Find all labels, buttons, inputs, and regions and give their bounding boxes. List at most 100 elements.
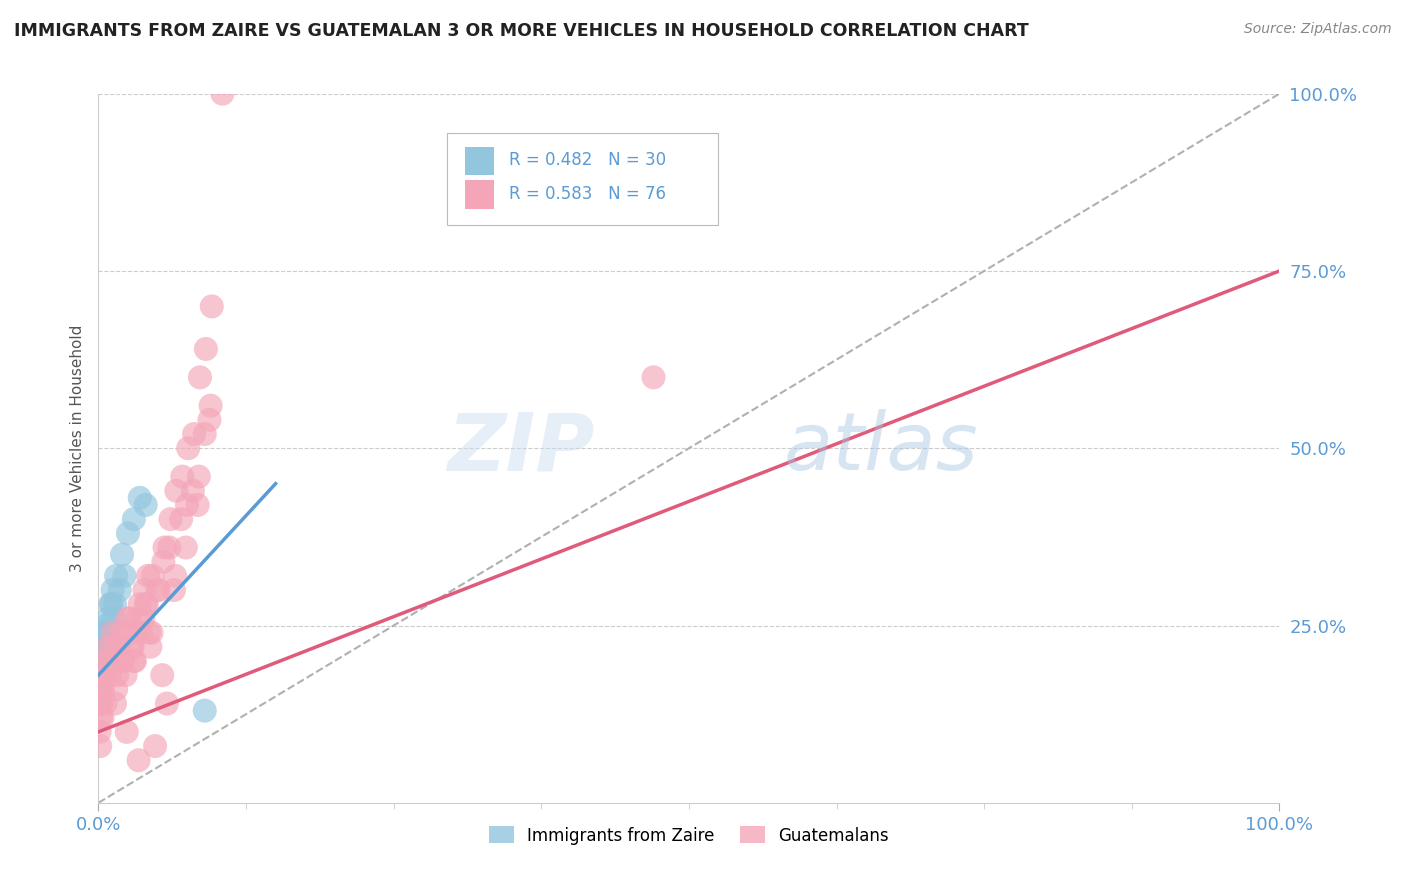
Text: Source: ZipAtlas.com: Source: ZipAtlas.com <box>1244 22 1392 37</box>
Point <box>96 618 118 632</box>
Point <box>90 697 112 711</box>
Point <box>96 654 118 668</box>
Point <box>100 654 122 668</box>
Point <box>98 654 121 668</box>
Point <box>94 654 117 668</box>
Point <box>128 753 150 767</box>
Point <box>111 654 134 668</box>
Point <box>94 640 117 654</box>
Point <box>138 625 160 640</box>
Point <box>187 498 209 512</box>
Point <box>89 739 111 753</box>
Point <box>125 625 148 640</box>
Point <box>117 526 139 541</box>
Point <box>135 597 157 611</box>
Point <box>135 498 157 512</box>
Point <box>198 413 221 427</box>
Point <box>98 640 121 654</box>
Point <box>114 668 136 682</box>
Point <box>103 640 125 654</box>
Point <box>163 583 186 598</box>
Point <box>91 682 114 697</box>
Point <box>111 548 134 562</box>
Point <box>121 640 143 654</box>
Point <box>122 512 145 526</box>
FancyBboxPatch shape <box>464 180 494 209</box>
Point <box>121 640 143 654</box>
Point <box>187 469 209 483</box>
Point <box>112 569 135 583</box>
Point <box>97 611 120 625</box>
Point <box>101 583 124 598</box>
Point <box>165 483 187 498</box>
Point <box>141 625 163 640</box>
Point <box>98 597 121 611</box>
Point <box>165 569 187 583</box>
Point <box>188 370 211 384</box>
Point <box>112 625 135 640</box>
Point <box>94 697 117 711</box>
Point <box>194 704 217 718</box>
Point <box>105 668 128 682</box>
Point <box>90 668 112 682</box>
Point <box>93 668 115 682</box>
Point <box>643 370 665 384</box>
Point <box>108 640 131 654</box>
Point <box>157 541 180 555</box>
Point <box>134 583 156 598</box>
Point <box>148 583 170 598</box>
Point <box>91 640 114 654</box>
Point <box>97 625 120 640</box>
Point <box>89 697 111 711</box>
Text: R = 0.583   N = 76: R = 0.583 N = 76 <box>509 186 666 203</box>
Point <box>170 512 193 526</box>
Point <box>153 541 176 555</box>
Text: IMMIGRANTS FROM ZAIRE VS GUATEMALAN 3 OR MORE VEHICLES IN HOUSEHOLD CORRELATION : IMMIGRANTS FROM ZAIRE VS GUATEMALAN 3 OR… <box>14 22 1029 40</box>
Point <box>194 427 217 442</box>
Point <box>150 668 173 682</box>
Point <box>156 697 179 711</box>
Point <box>174 541 197 555</box>
Point <box>139 640 162 654</box>
FancyBboxPatch shape <box>464 147 494 175</box>
Point <box>105 569 128 583</box>
FancyBboxPatch shape <box>447 133 718 225</box>
Legend: Immigrants from Zaire, Guatemalans: Immigrants from Zaire, Guatemalans <box>482 820 896 851</box>
Point <box>128 597 150 611</box>
Point <box>103 611 125 625</box>
Point <box>91 625 114 640</box>
Point <box>93 668 115 682</box>
Point <box>177 441 200 455</box>
Point <box>201 299 224 313</box>
Point <box>104 697 127 711</box>
Point <box>90 668 112 682</box>
Point <box>136 569 159 583</box>
Point <box>105 682 128 697</box>
Point <box>104 597 127 611</box>
Point <box>152 555 174 569</box>
Point <box>112 654 135 668</box>
Point <box>124 654 146 668</box>
Point <box>128 491 150 505</box>
Point <box>146 583 169 598</box>
Point <box>122 654 145 668</box>
Point <box>91 682 114 697</box>
Point <box>211 87 233 101</box>
Point <box>132 611 155 625</box>
Point <box>183 427 205 442</box>
Point <box>194 342 217 356</box>
Point <box>108 583 131 598</box>
Point <box>117 611 139 625</box>
Point <box>93 668 115 682</box>
Point <box>98 668 121 682</box>
Point <box>172 469 194 483</box>
Point <box>181 483 204 498</box>
Point <box>143 739 166 753</box>
Point <box>94 654 117 668</box>
Text: atlas: atlas <box>783 409 979 487</box>
Point <box>176 498 198 512</box>
Text: ZIP: ZIP <box>447 409 595 487</box>
Point <box>118 611 141 625</box>
Point <box>97 640 120 654</box>
Point <box>89 682 111 697</box>
